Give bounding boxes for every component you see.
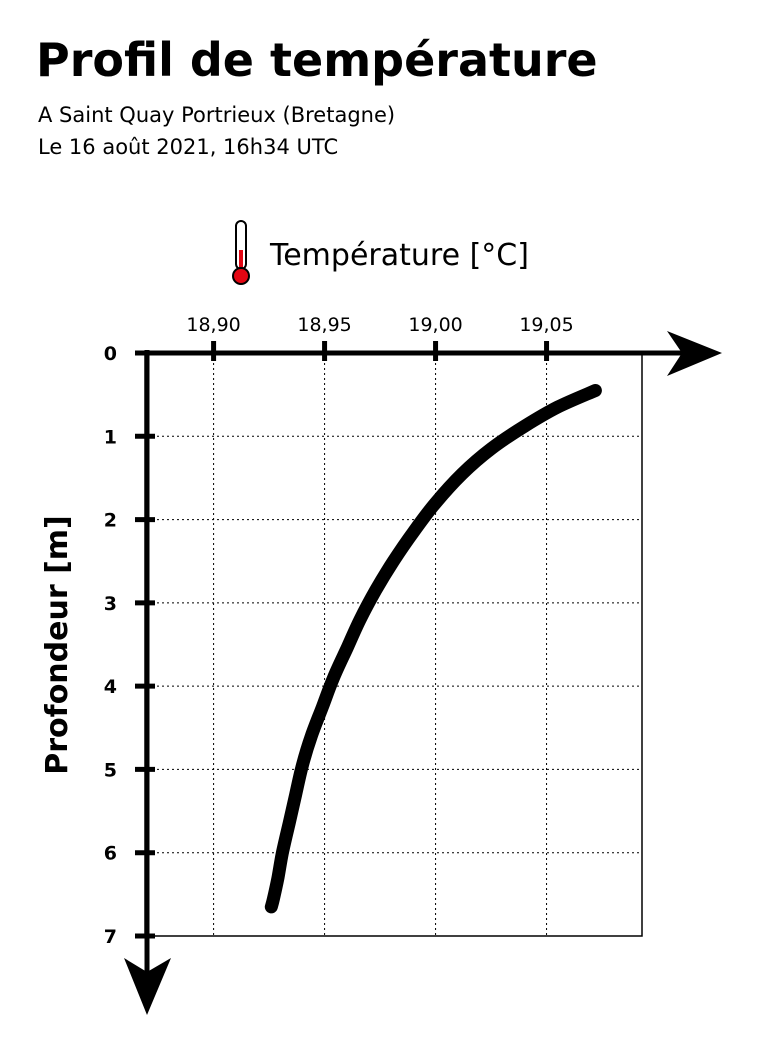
x-tick-label: 19,05 <box>519 314 573 336</box>
y-tick-label: 0 <box>104 343 117 365</box>
x-axis-label: Température [°C] <box>269 238 529 273</box>
page-title: Profil de température <box>36 33 598 87</box>
location-subtitle: A Saint Quay Portrieux (Bretagne) <box>38 103 396 127</box>
thermometer-icon <box>232 220 250 285</box>
y-tick-label: 3 <box>104 593 117 615</box>
x-tick-label: 18,95 <box>297 314 351 336</box>
x-ticks: 18,90 18,95 19,00 19,05 <box>186 314 574 361</box>
y-tick-label: 5 <box>104 759 117 781</box>
y-tick-label: 7 <box>104 926 117 948</box>
y-axis-label: Profondeur [m] <box>40 515 75 775</box>
temperature-profile-line <box>264 384 602 914</box>
y-tick-label: 6 <box>104 843 117 865</box>
grid <box>147 353 642 936</box>
x-axis-arrow <box>667 331 722 376</box>
y-axis-arrow <box>124 958 171 1015</box>
datetime-subtitle: Le 16 août 2021, 16h34 UTC <box>38 135 339 159</box>
plot-frame <box>144 352 643 937</box>
y-tick-label: 1 <box>104 426 117 448</box>
x-tick-label: 19,00 <box>408 314 462 336</box>
x-tick-label: 18,90 <box>186 314 240 336</box>
y-tick-label: 2 <box>104 510 117 532</box>
y-tick-label: 4 <box>104 676 117 698</box>
